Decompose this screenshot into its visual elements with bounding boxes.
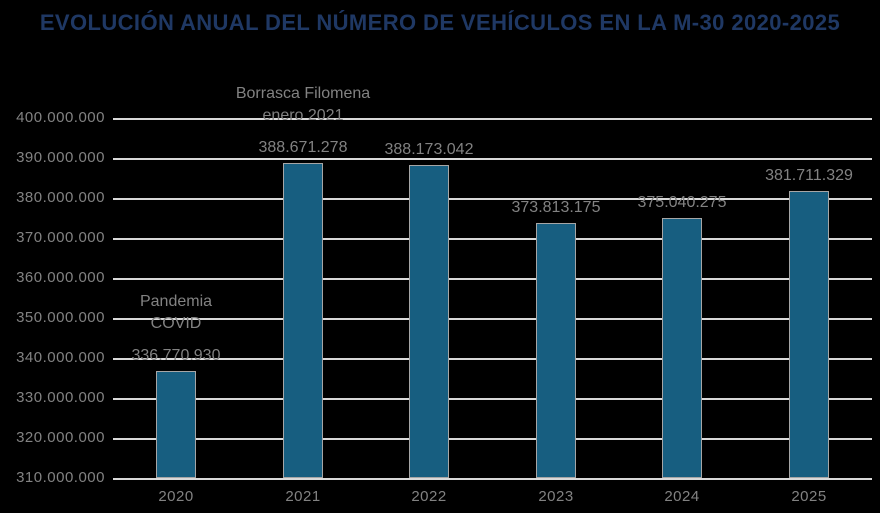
gridline	[113, 158, 872, 160]
bar-2022	[409, 165, 449, 478]
chart-title: EVOLUCIÓN ANUAL DEL NÚMERO DE VEHÍCULOS …	[39, 10, 841, 35]
gridline	[113, 198, 872, 200]
x-axis-label-2022: 2022	[411, 488, 447, 505]
data-label-2023: 373.813.175	[511, 199, 601, 216]
y-axis-tick-label: 400.000.000	[16, 109, 105, 126]
annotation-line: Borrasca Filomena	[235, 85, 371, 102]
gridline	[113, 238, 872, 240]
gridline	[113, 118, 872, 120]
gridline	[113, 358, 872, 360]
x-axis-label-2020: 2020	[158, 488, 194, 505]
y-axis-tick-label: 370.000.000	[16, 229, 105, 246]
y-axis-tick-label: 380.000.000	[16, 189, 105, 206]
y-axis-tick-label: 330.000.000	[16, 389, 105, 406]
gridline	[113, 398, 872, 400]
annotation-line: Pandemia	[139, 293, 213, 310]
y-axis-tick-label: 390.000.000	[16, 149, 105, 166]
gridline	[113, 478, 872, 480]
data-label-2025: 381.711.329	[765, 167, 853, 184]
gridline	[113, 278, 872, 280]
x-axis-label-2024: 2024	[664, 488, 700, 505]
data-label-2022: 388.173.042	[384, 141, 474, 158]
gridline	[113, 318, 872, 320]
annotation-line: COVID	[150, 315, 202, 332]
x-axis-label-2023: 2023	[538, 488, 574, 505]
x-axis-label-2021: 2021	[285, 488, 321, 505]
bar-2025	[789, 191, 829, 478]
x-axis-label-2025: 2025	[791, 488, 827, 505]
data-label-2021: 388.671.278	[258, 139, 348, 156]
annotation-2020: Pandemia COVID	[66, 291, 286, 335]
bar-2023	[536, 223, 576, 478]
gridline	[113, 438, 872, 440]
y-axis-tick-label: 360.000.000	[16, 269, 105, 286]
bar-2024	[662, 218, 702, 478]
annotation-2021: Borrasca Filomena enero 2021	[193, 83, 413, 127]
data-label-2020: 336.770.930	[131, 347, 221, 364]
y-axis-tick-label: 320.000.000	[16, 429, 105, 446]
y-axis-tick-label: 310.000.000	[16, 469, 105, 486]
annotation-line: enero 2021	[262, 107, 344, 124]
bar-2020	[156, 371, 196, 478]
plot-area	[113, 118, 872, 480]
y-axis-tick-label: 340.000.000	[16, 349, 105, 366]
data-label-2024: 375.040.275	[637, 194, 727, 211]
y-axis-tick-label: 350.000.000	[16, 309, 105, 326]
bar-2021	[283, 163, 323, 478]
